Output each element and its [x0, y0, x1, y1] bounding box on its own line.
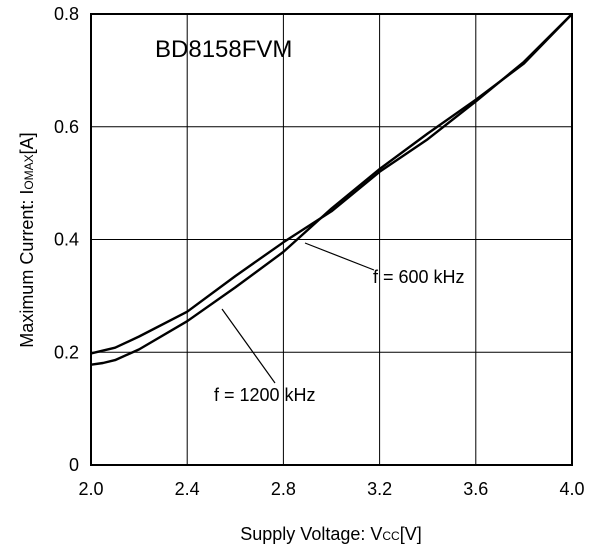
y-axis-label: Maximum Current: IOMAX[A]	[17, 132, 37, 347]
tick-labels: 2.0 2.4 2.8 3.2 3.6 4.0 0 0.2 0.4 0.6 0.8	[54, 4, 585, 499]
y-tick-label: 0.4	[54, 230, 79, 250]
series-line-600khz	[90, 13, 573, 355]
y-tick-label: 0	[69, 455, 79, 475]
y-tick-label: 0.6	[54, 117, 79, 137]
x-tick-label: 3.2	[367, 479, 392, 499]
grid-lines	[91, 14, 572, 465]
x-axis-label: Supply Voltage: VCC[V]	[240, 524, 421, 544]
x-tick-label: 2.0	[78, 479, 103, 499]
series-line-1200khz	[90, 13, 573, 366]
x-tick-label: 4.0	[559, 479, 584, 499]
chart-title: BD8158FVM	[155, 36, 292, 63]
annotation-leader-1200khz	[221, 308, 276, 384]
x-tick-label: 2.4	[175, 479, 200, 499]
plot-frame	[90, 13, 573, 466]
x-tick-label: 3.6	[463, 479, 488, 499]
annotation-1200khz: f = 1200 kHz	[214, 385, 316, 405]
annotation-600khz: f = 600 kHz	[373, 267, 465, 287]
y-tick-label: 0.8	[54, 4, 79, 24]
series-lines	[90, 13, 573, 366]
y-tick-label: 0.2	[54, 342, 79, 362]
x-tick-label: 2.8	[271, 479, 296, 499]
annotation-leader-600khz	[304, 242, 375, 271]
